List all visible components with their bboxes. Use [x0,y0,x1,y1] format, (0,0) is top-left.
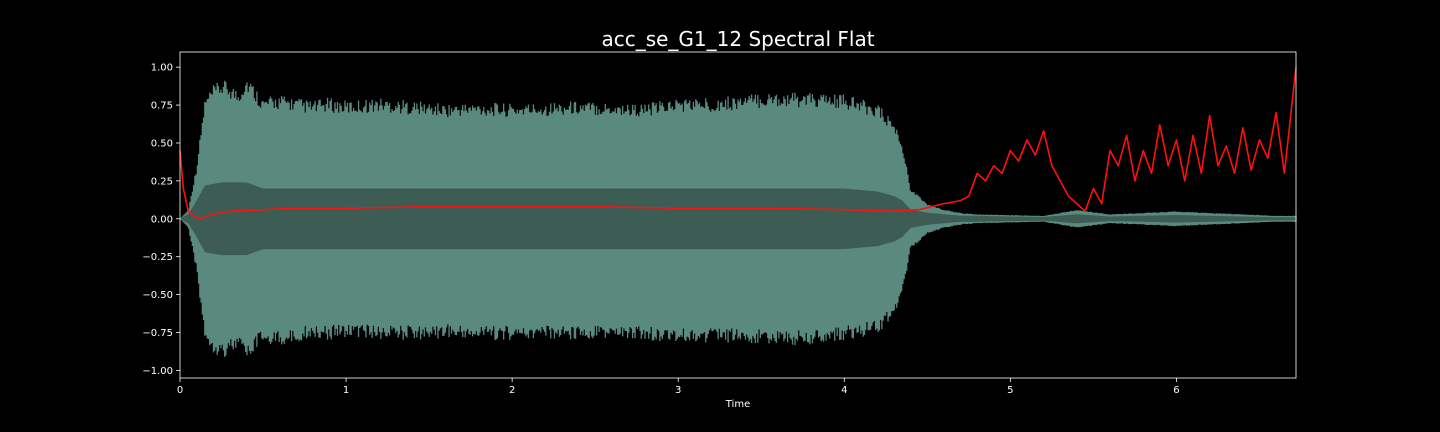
x-tick-label: 3 [675,385,681,396]
plot-area [179,51,1297,379]
x-axis: 0 1 2 3 4 5 6 [177,378,1180,396]
x-tick-label: 4 [841,385,847,396]
waveform-inner-band [180,182,1296,256]
y-tick-label: 0.25 [151,176,173,187]
waveform [180,80,1297,357]
x-tick-label: 2 [509,385,515,396]
x-tick-label: 0 [177,385,183,396]
y-tick-label: 0.00 [151,214,173,225]
y-tick-label: −0.75 [142,328,173,339]
x-tick-label: 6 [1173,385,1179,396]
y-tick-label: −0.50 [142,290,173,301]
y-tick-label: 1.00 [151,63,173,74]
axes-frame [179,51,1297,379]
series-layer [179,67,1297,220]
y-tick-label: −1.00 [142,366,173,377]
x-tick-label: 5 [1007,385,1013,396]
y-tick-label: 0.75 [151,101,173,112]
y-tick-label: −0.25 [142,252,173,263]
x-tick-label: 1 [343,385,349,396]
x-axis-label: Time [725,399,750,410]
y-tick-label: 0.50 [151,138,173,149]
chart-title: acc_se_G1_12 Spectral Flat [601,27,874,51]
y-axis: −1.00 −0.75 −0.50 −0.25 0.00 0.25 0.50 0.75 1.00 [142,63,180,377]
series-line-flatness [179,67,1297,220]
